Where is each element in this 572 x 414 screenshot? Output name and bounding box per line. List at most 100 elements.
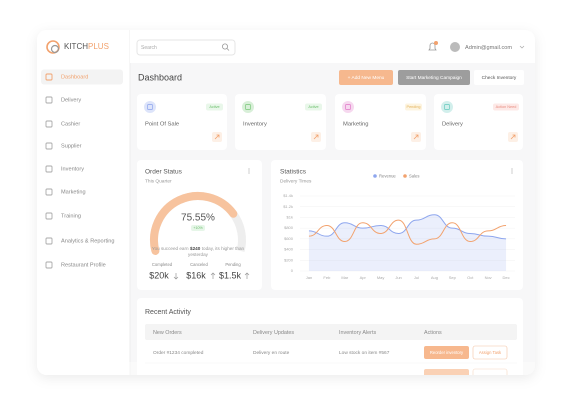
menu-dot (248, 168, 250, 170)
module-icon-bg (144, 101, 156, 113)
series-line (308, 214, 507, 240)
action-button-label[interactable]: Reorder inventory (430, 350, 464, 355)
module-icon (345, 104, 351, 110)
module-card[interactable] (335, 94, 426, 150)
action-button-label[interactable]: Assign Task (479, 350, 502, 355)
table-cell: Delivery en route (253, 350, 290, 356)
nav-icon (45, 142, 53, 150)
header-button-label[interactable]: Check Inventory (482, 75, 517, 81)
x-tick-label: May (377, 275, 385, 280)
nav-item[interactable]: Cashier (61, 121, 80, 127)
module-icon-bg (441, 101, 453, 113)
module-title: Point Of Sale (145, 122, 179, 128)
module-card[interactable] (235, 94, 326, 150)
logo-icon-inner (50, 44, 60, 54)
header-button-label[interactable]: + Add New Menu (348, 75, 385, 81)
module-icon (245, 104, 251, 110)
header-button[interactable] (398, 70, 470, 85)
logo-accent: PLUS (88, 42, 109, 51)
status-badge (493, 103, 519, 111)
gauge-label: 75.55% (181, 213, 215, 224)
stat-label: Pending (225, 262, 241, 267)
nav-item[interactable]: Dashboard (61, 74, 88, 80)
action-button-primary[interactable] (424, 346, 469, 359)
nav-icon (45, 261, 53, 269)
search-box[interactable] (136, 39, 236, 56)
status-badge (405, 103, 422, 111)
status-badge (305, 103, 322, 111)
table-header (145, 324, 517, 340)
bell-icon[interactable] (428, 42, 437, 51)
stat-arrow (173, 273, 179, 280)
x-tick-label: Aug (431, 275, 438, 280)
message-amount: $240 (190, 246, 201, 251)
nav-icon (45, 96, 53, 104)
status-badge-label: Active (308, 105, 318, 109)
x-tick-label: Feb (323, 275, 331, 280)
module-title: Inventory (243, 122, 267, 128)
table-header-cell: New Orders (153, 330, 182, 336)
y-tick-label: $400 (284, 247, 294, 252)
statistics-card (271, 160, 523, 290)
legend-label: Sales (409, 173, 419, 178)
order-status-subtitle: This Quarter (145, 178, 172, 184)
action-button-primary[interactable] (424, 369, 469, 382)
search-icon-handle (226, 48, 230, 51)
recent-activity-title: Recent Activity (145, 309, 191, 316)
module-arrow (413, 134, 419, 140)
nav-item[interactable]: Delivery (61, 97, 81, 103)
header-button[interactable] (339, 70, 393, 85)
action-button-secondary[interactable] (472, 368, 508, 382)
stat-value: $20k (149, 270, 169, 280)
logo-icon (46, 40, 60, 54)
nav-item[interactable]: Marketing (61, 189, 86, 195)
nav-item[interactable]: Supplier (61, 143, 82, 149)
nav-item[interactable]: Analytics & Reporting (61, 238, 114, 244)
nav-icon (45, 237, 53, 245)
sidebar (37, 30, 130, 375)
menu-dot (511, 172, 513, 174)
status-badge-label: Active (209, 105, 219, 109)
menu-dot (511, 170, 513, 172)
legend-label: Revenue (379, 173, 396, 178)
nav-icon (45, 212, 53, 220)
nav-active-bg[interactable] (41, 69, 123, 85)
y-tick-label: 0 (291, 268, 294, 273)
nav-icon (45, 165, 53, 173)
nav-item[interactable]: Restaurant Profile (61, 262, 106, 268)
table-header-cell: Inventory Alerts (339, 330, 376, 336)
module-icon (444, 104, 450, 110)
stat-label: Canceled (190, 262, 208, 267)
user-caret (519, 45, 525, 49)
nav-item[interactable]: Inventory (61, 166, 84, 172)
header-button[interactable] (474, 70, 524, 85)
message-before: You succeed earn (152, 246, 189, 251)
module-title: Delivery (442, 122, 463, 128)
x-tick-label: Jan (306, 275, 312, 280)
menu-dot (511, 168, 513, 170)
nav-icon (45, 73, 53, 81)
x-tick-label: Mar (341, 275, 349, 280)
chart-subtitle: Delivery Times (280, 178, 312, 184)
module-icon (147, 104, 153, 110)
menu-dot (248, 172, 250, 174)
module-arrow (214, 134, 220, 140)
y-tick-label: $1.2k (283, 204, 293, 209)
y-tick-label: $800 (284, 225, 294, 230)
table-cell: Low stock on item #567 (339, 350, 390, 356)
module-icon-bg (242, 101, 254, 113)
module-arrow (313, 134, 319, 140)
stat-value: $1.5k (219, 270, 242, 280)
module-card[interactable] (137, 94, 227, 150)
search-icon (221, 43, 228, 50)
status-badge (206, 103, 223, 111)
user-email[interactable]: Admin@gmail.com (465, 45, 512, 51)
action-button-secondary[interactable] (472, 345, 508, 360)
table-header-cell: Actions (424, 330, 442, 336)
nav-item[interactable]: Training (61, 213, 81, 219)
avatar (450, 42, 460, 52)
bottom-fade (37, 362, 535, 375)
header-button-label[interactable]: Start Marketing Campaign (406, 75, 462, 81)
message-after: today, its higher than (202, 246, 245, 251)
status-badge-label: Action Need (496, 105, 517, 109)
